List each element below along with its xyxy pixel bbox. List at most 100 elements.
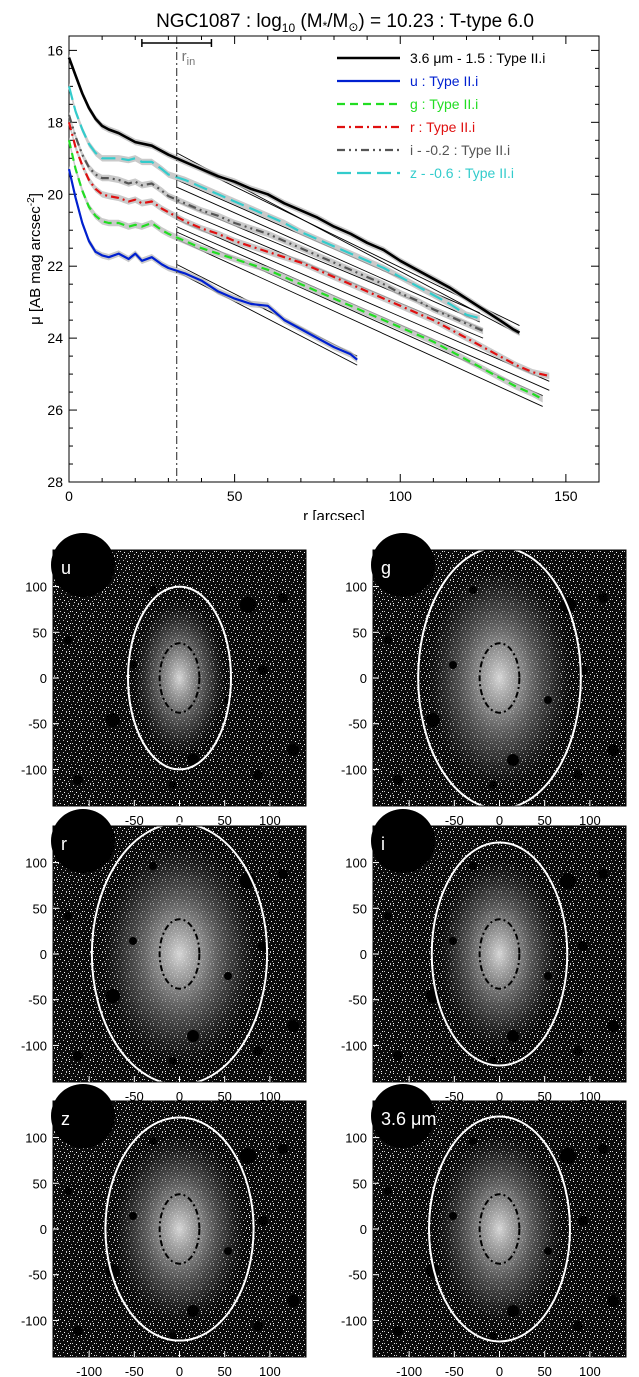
masked-region (278, 1144, 288, 1154)
masked-region (240, 1148, 256, 1164)
surface-brightness-profile-chart: NGC1087 : log10 (M*/M⊙) = 10.23 : T-type… (26, 11, 600, 520)
masked-region (371, 1084, 435, 1148)
masked-region (287, 1020, 299, 1032)
legend-label: i - -0.2 : Type II.i (410, 142, 510, 158)
panel-y-tick-label: 50 (33, 901, 47, 916)
masked-region (560, 1148, 576, 1164)
legend-label: z - -0.6 : Type II.i (410, 165, 514, 181)
masked-region (287, 744, 299, 756)
masked-region (384, 912, 392, 920)
y-axis-ticks: 16 18 20 22 24 26 28 (47, 42, 599, 490)
masked-region (393, 775, 403, 785)
y-tick-label: 28 (47, 474, 63, 490)
masked-region (73, 1051, 83, 1061)
legend-label: 3.6 μm - 1.5 : Type II.i (410, 50, 545, 66)
panel-x-tick-label: 0 (496, 813, 503, 828)
panel-x-tick-label: 50 (537, 1089, 551, 1104)
galaxy-glow (112, 1134, 247, 1324)
panel-y-tick-label: 50 (33, 1176, 47, 1191)
panel-x-tick-label: 100 (579, 1089, 601, 1104)
y-tick-label: 26 (47, 402, 63, 418)
panel-x-tick-label: 50 (217, 1089, 231, 1104)
masked-region (544, 972, 552, 980)
panel-x-tick-label: 100 (259, 813, 281, 828)
masked-region (598, 1144, 608, 1154)
panel-label: g (381, 558, 391, 578)
y-axis-label: μ [AB mag arcsec-2] (26, 193, 44, 325)
x-tick-label: 100 (389, 488, 413, 504)
fit-line (176, 219, 550, 382)
masked-region (64, 1187, 72, 1195)
series-line (67, 86, 481, 320)
panel-y-tick-label: -100 (21, 762, 47, 777)
masked-region (129, 937, 137, 945)
panel-label: i (381, 834, 385, 854)
panel-y-tick-label: -50 (28, 1268, 47, 1283)
masked-region (573, 1046, 583, 1056)
galaxy-glow (133, 600, 226, 756)
masked-region (384, 1187, 392, 1195)
outer-ellipse (430, 841, 569, 1067)
masked-region (449, 661, 457, 669)
masked-region (149, 1137, 157, 1145)
masked-region (384, 636, 392, 644)
panel-y-tick-label: 100 (25, 856, 47, 871)
inner-ellipse (478, 918, 521, 990)
masked-region (598, 593, 608, 603)
y-tick-label: 18 (47, 114, 63, 130)
panel-y-tick-label: 100 (25, 580, 47, 595)
masked-region (278, 869, 288, 879)
y-tick-label: 24 (47, 330, 63, 346)
masked-region (187, 754, 199, 766)
masked-region (578, 1216, 588, 1226)
masked-region (240, 873, 256, 889)
panel-y-tick-label: -100 (341, 1313, 367, 1328)
panel-x-tick-label: -100 (76, 1364, 102, 1377)
panel-x-tick-label: 100 (259, 1364, 281, 1377)
masked-region (169, 781, 177, 789)
panel-x-tick-label: -50 (125, 1364, 144, 1377)
masked-region (149, 862, 157, 870)
panel-x-tick-label: 50 (537, 1364, 551, 1377)
r-in-marker (141, 36, 213, 482)
masked-region (73, 1326, 83, 1336)
panel-x-tick-label: 50 (537, 813, 551, 828)
panel-x-tick-label: 0 (496, 1089, 503, 1104)
y-tick-label: 20 (47, 186, 63, 202)
masked-region (258, 1216, 268, 1226)
image-panel: 3.6 μm -100 -50 0 50 100 100 50 0 -50 -100 (341, 1084, 627, 1377)
image-panel: z -100 -50 0 50 100 100 50 0 -50 -100 (21, 1084, 307, 1377)
panel-label: r (61, 834, 67, 854)
panel-x-tick-label: 0 (176, 813, 183, 828)
masked-region (51, 533, 115, 597)
panel-y-tick-label: 100 (25, 1131, 47, 1146)
image-panels: u -100 -50 0 50 100 100 50 0 -50 -100 g -100 -50 0 50 10… (21, 533, 627, 1377)
panel-y-tick-label: -50 (348, 993, 367, 1008)
panel-y-tick-label: -100 (341, 1038, 367, 1053)
outer-ellipse (126, 585, 233, 771)
masked-region (449, 937, 457, 945)
masked-region (253, 1046, 263, 1056)
panel-x-tick-label: 0 (176, 1364, 183, 1377)
chart-title: NGC1087 : log10 (M*/M⊙) = 10.23 : T-type… (156, 11, 534, 35)
masked-region (169, 1332, 177, 1340)
galaxy-glow (436, 1133, 563, 1325)
panel-x-tick-label: -50 (445, 813, 464, 828)
panel-y-tick-label: -50 (28, 993, 47, 1008)
panel-y-tick-label: -100 (21, 1313, 47, 1328)
panel-x-tick-label: 50 (217, 1364, 231, 1377)
x-tick-label: 150 (554, 488, 578, 504)
panel-y-tick-label: -100 (341, 762, 367, 777)
masked-region (449, 1212, 457, 1220)
masked-region (469, 862, 477, 870)
masked-region (51, 809, 115, 873)
x-axis-ticks: 0 50 100 150 (65, 36, 578, 504)
masked-region (598, 869, 608, 879)
x-axis-label: r [arcsec] (303, 508, 365, 520)
panel-y-tick-label: -100 (21, 1038, 47, 1053)
masked-region (258, 941, 268, 951)
masked-region (149, 586, 157, 594)
masked-region (240, 597, 256, 613)
